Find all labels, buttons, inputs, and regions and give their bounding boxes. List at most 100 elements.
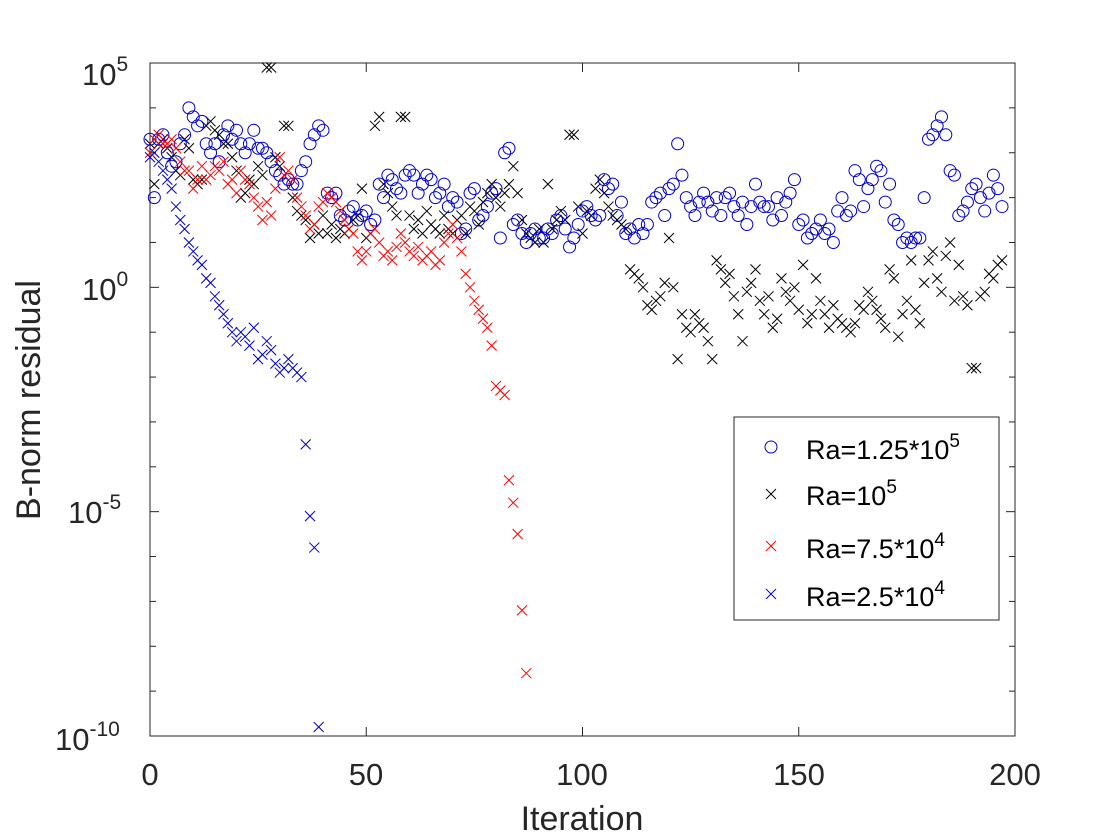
data-point [472, 213, 486, 227]
data-point-stroke-b [654, 290, 666, 302]
data-point-stroke-b [360, 246, 372, 257]
data-point [949, 295, 960, 307]
legend-entry-label: Ra=1.25*105 [806, 431, 960, 465]
data-point [399, 111, 411, 123]
legend: Ra=1.25*105 Ra=105 Ra=7.5*104 Ra=2.5*104 [733, 416, 1000, 621]
data-point-stroke-b [663, 232, 675, 244]
data-point-stroke-b [317, 196, 329, 208]
legend-box [733, 416, 1000, 621]
data-point [255, 141, 269, 155]
data-point [649, 191, 663, 205]
data-point [308, 219, 320, 230]
data-point [744, 200, 758, 214]
data-point-stroke-b [192, 174, 203, 186]
data-point [878, 195, 892, 209]
data-point [283, 353, 294, 365]
data-point [287, 174, 299, 186]
data-point [606, 177, 620, 191]
data-point [620, 223, 632, 235]
data-point-stroke-b [771, 313, 783, 325]
data-point [684, 200, 698, 214]
data-point [953, 259, 965, 271]
data-point [567, 231, 581, 245]
data-point [226, 151, 238, 163]
data-point-stroke-b [789, 281, 800, 293]
data-point [152, 132, 166, 146]
data-point-stroke-b [278, 362, 290, 374]
data-point [519, 235, 533, 249]
data-point [554, 209, 568, 223]
data-point-stroke-b [741, 286, 753, 298]
data-point-stroke-b [196, 174, 208, 186]
data-point-stroke-b [767, 322, 779, 334]
legend-marker-1 [765, 488, 777, 500]
data-point [356, 255, 368, 266]
data-point [346, 200, 360, 214]
data-point [231, 335, 242, 347]
data-point [460, 268, 472, 280]
data-point [875, 313, 887, 325]
data-point-stroke-b [910, 304, 921, 316]
data-point [473, 304, 485, 316]
data-point [724, 268, 735, 280]
data-point-stroke-b [724, 268, 735, 280]
data-point [411, 186, 425, 200]
data-point [270, 183, 281, 194]
data-point-stroke-b [460, 268, 472, 280]
data-point [870, 159, 884, 173]
data-point-stroke-b [356, 183, 368, 194]
data-point-stroke-b [706, 353, 718, 365]
data-point-stroke-b [737, 335, 748, 347]
data-point [701, 195, 715, 209]
data-point [827, 299, 839, 311]
data-point [385, 173, 399, 187]
data-point [248, 322, 260, 334]
data-point-stroke-b [183, 165, 195, 177]
data-point-stroke-b [754, 295, 766, 307]
data-point-stroke-b [469, 295, 480, 307]
data-point [434, 228, 446, 239]
data-point [394, 186, 408, 200]
data-point [861, 182, 875, 196]
data-point [218, 156, 229, 168]
data-point [382, 246, 394, 257]
data-point-stroke-b [845, 326, 857, 338]
data-point [493, 231, 507, 245]
data-point-stroke-b [287, 192, 299, 203]
data-point [986, 168, 1000, 182]
data-point [973, 191, 987, 205]
data-point [320, 186, 334, 200]
data-point-stroke-b [494, 201, 506, 212]
data-point [835, 191, 849, 205]
data-point [797, 259, 809, 271]
data-point-stroke-b [823, 322, 835, 334]
data-point [454, 226, 468, 240]
y-tick-exponent: -5 [102, 491, 121, 514]
data-point-stroke-b [425, 246, 437, 257]
data-point [451, 232, 463, 244]
data-point [226, 174, 238, 186]
data-point [910, 304, 921, 316]
data-point [988, 273, 999, 284]
data-point [153, 156, 165, 168]
data-point-stroke-b [590, 183, 601, 194]
data-point-stroke-b [261, 335, 273, 347]
data-point-stroke-b [218, 156, 229, 168]
legend-entry-label: Ra=2.5*104 [806, 578, 945, 612]
data-point-stroke-b [460, 228, 472, 239]
legend-label-exponent: 4 [934, 530, 945, 551]
data-point-stroke-b [148, 147, 160, 159]
data-point-stroke-b [261, 62, 273, 73]
data-point-stroke-b [477, 313, 489, 325]
y-tick-exponent: 0 [116, 268, 128, 291]
data-point-stroke-b [659, 277, 671, 289]
data-point-stroke-b [451, 232, 463, 244]
data-point [852, 173, 866, 187]
data-point [564, 129, 575, 141]
data-point [819, 308, 831, 320]
data-point-stroke-b [231, 165, 242, 177]
data-point [558, 222, 572, 236]
data-point [923, 255, 934, 266]
data-point [244, 340, 255, 352]
